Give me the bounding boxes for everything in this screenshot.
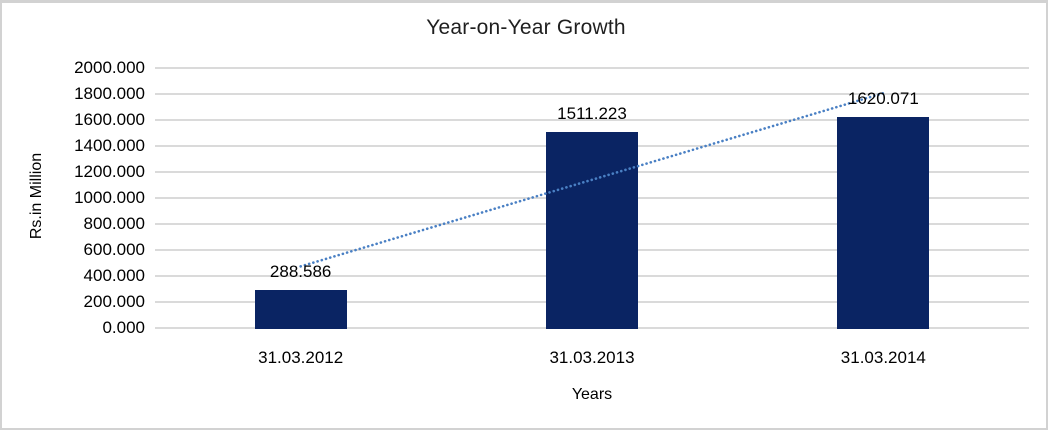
y-tick-label: 2000.000	[74, 58, 145, 77]
x-tick-label: 31.03.2013	[549, 348, 635, 367]
trendline	[299, 91, 885, 268]
y-tick-label: 800.000	[83, 214, 145, 233]
gridline	[155, 93, 1029, 95]
y-tick-label: 600.000	[83, 240, 145, 259]
gridline	[155, 67, 1029, 69]
y-tick-label: 1600.000	[74, 110, 145, 129]
x-tick-label: 31.03.2014	[840, 348, 926, 367]
bar-31.03.2012	[254, 290, 347, 329]
chart-title: Year-on-Year Growth	[426, 16, 626, 39]
gridline	[155, 119, 1029, 121]
bar-31.03.2013	[546, 131, 638, 329]
y-tick-label: 1400.000	[74, 136, 145, 155]
y-tick-label: 400.000	[83, 266, 145, 285]
trendline-path	[299, 91, 885, 268]
bar-value-label: 1511.223	[557, 103, 627, 123]
y-tick-label: 1200.000	[74, 162, 145, 181]
plot-area: 288.586 1511.223 1620.071	[155, 67, 1029, 329]
bar-31.03.2014	[837, 117, 930, 329]
x-axis-title: Years	[571, 386, 613, 403]
bar-value-label: 288.586	[269, 262, 332, 282]
bar-value-label: 1620.071	[847, 89, 919, 109]
y-tick-label: 0.000	[102, 318, 145, 337]
y-tick-label: 1800.000	[74, 84, 145, 103]
y-tick-label: 200.000	[83, 292, 145, 311]
y-tick-label: 1000.000	[74, 188, 145, 207]
x-tick-label: 31.03.2012	[258, 348, 344, 367]
